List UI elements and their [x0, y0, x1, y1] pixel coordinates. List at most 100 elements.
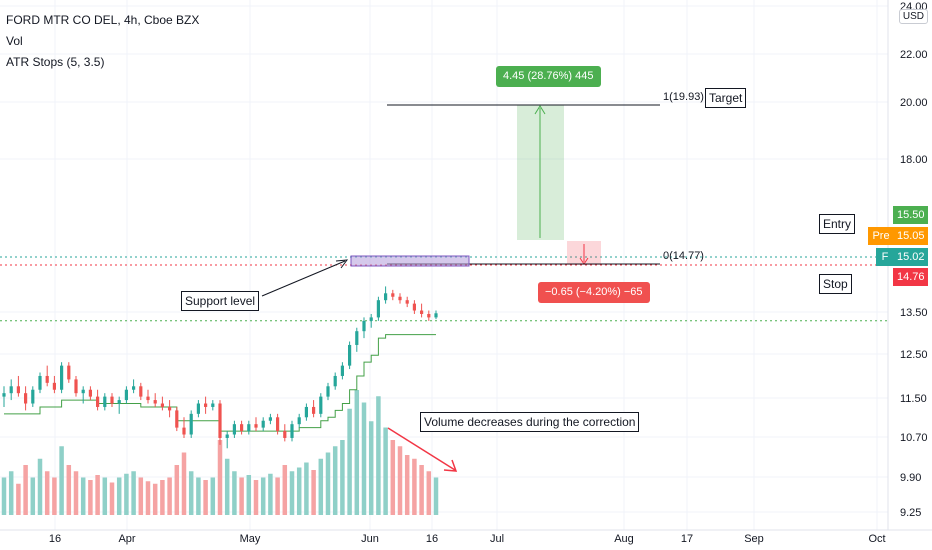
candle-body	[153, 400, 157, 404]
candle-body	[340, 365, 344, 376]
candle-body	[398, 296, 402, 301]
candle-body	[38, 375, 42, 390]
indicator-atr-label[interactable]: ATR Stops (5, 3.5)	[6, 55, 105, 69]
candle-body	[60, 365, 64, 390]
volume-bar	[275, 477, 280, 515]
volume-bar	[188, 471, 194, 515]
volume-bar	[1, 477, 7, 515]
volume-bar	[419, 465, 424, 515]
atr-stop-line	[4, 334, 436, 432]
candle-body	[276, 417, 280, 432]
candle-body	[312, 406, 316, 414]
indicator-vol-label[interactable]: Vol	[6, 34, 23, 48]
volume-bar	[210, 477, 216, 515]
candle-body	[31, 389, 35, 404]
volume-trend-arrow-line	[387, 427, 456, 471]
time-tick-label: 17	[681, 533, 693, 545]
candle-body	[240, 424, 244, 432]
time-tick-label: Oct	[868, 533, 885, 545]
price-tick-label: 13.50	[900, 307, 928, 319]
price-axis[interactable]: 24.0022.0020.0018.0013.5012.5011.5010.70…	[887, 0, 928, 530]
candle-body	[24, 393, 28, 404]
volume-bar	[318, 458, 324, 515]
volume-bar	[145, 481, 151, 515]
stop-label: Stop	[819, 274, 852, 294]
candle-body	[297, 417, 301, 425]
volume-bar	[23, 465, 28, 515]
volume-bar	[239, 477, 244, 515]
volume-bar	[167, 477, 172, 515]
candle-body	[420, 310, 424, 314]
volume-bar	[8, 471, 14, 515]
volume-bar	[404, 455, 410, 515]
volume-bar	[138, 477, 144, 515]
volume-bar	[44, 471, 50, 515]
candle-body	[268, 417, 272, 421]
candle-body	[67, 365, 71, 380]
candle-body	[2, 393, 6, 397]
atr-stop-path	[4, 334, 436, 432]
volume-bar	[59, 446, 64, 515]
candle-body	[391, 293, 395, 297]
volume-bar	[311, 470, 316, 515]
loss-badge: −0.65 (−4.20%) −65	[538, 282, 650, 303]
level-lines	[0, 256, 888, 322]
symbol-title[interactable]: FORD MTR CO DEL, 4h, Cboe BZX	[6, 13, 200, 27]
candle-body	[384, 293, 388, 301]
fib-bottom-label: 0(14.77)	[663, 250, 704, 262]
volume-bar	[73, 471, 79, 515]
volume-bar	[30, 477, 36, 515]
candlesticks	[2, 286, 438, 449]
time-tick-label: Jun	[361, 533, 379, 545]
volume-bar	[246, 475, 252, 515]
candle-body	[74, 379, 78, 394]
volume-bar	[332, 446, 338, 515]
candle-body	[319, 396, 323, 414]
volume-bar	[37, 458, 43, 515]
volume-bar	[174, 465, 180, 515]
volume-bar	[354, 390, 360, 515]
last-price-symbol: F	[876, 248, 894, 266]
candle-body	[160, 403, 164, 407]
time-tick-label: 16	[49, 533, 61, 545]
candle-body	[81, 389, 85, 394]
candle-body	[52, 382, 56, 390]
time-tick-label: May	[240, 533, 261, 545]
price-tick-label: 22.00	[900, 49, 928, 61]
volume-bar	[66, 465, 72, 515]
volume-bars	[1, 390, 439, 515]
candle-body	[211, 403, 215, 407]
volume-bar	[16, 483, 21, 515]
candle-body	[124, 389, 128, 401]
candle-body	[326, 386, 330, 397]
volume-bar	[268, 473, 273, 515]
support-level-label: Support level	[181, 291, 260, 311]
volume-bar	[217, 440, 223, 515]
volume-bar	[116, 477, 122, 515]
volume-bar	[383, 427, 388, 515]
volume-bar	[340, 440, 345, 515]
volume-bar	[368, 421, 374, 515]
target-label: Target	[705, 88, 747, 108]
candle-body	[139, 386, 143, 397]
volume-bar	[102, 477, 108, 515]
last-price-tag: 15.02	[893, 248, 928, 266]
profit-arrow-head	[534, 105, 546, 115]
price-tick-label: 11.50	[900, 393, 927, 405]
candle-body	[355, 331, 359, 345]
candle-body	[261, 420, 265, 428]
volume-bar	[390, 440, 396, 515]
pre-market-price-tag: 15.05	[893, 227, 928, 245]
volume-bar	[109, 482, 115, 515]
currency-badge[interactable]: USD	[898, 9, 928, 24]
candle-body	[434, 313, 438, 318]
volume-bar	[95, 475, 100, 515]
candle-body	[304, 406, 308, 418]
time-axis[interactable]: 16 Apr May Jun 16 Jul Aug 17 Sep Oct	[0, 529, 932, 545]
volume-bar	[232, 471, 237, 515]
candle-body	[218, 403, 222, 438]
candle-body	[204, 403, 208, 407]
drawings	[261, 104, 660, 472]
candle-body	[196, 403, 200, 414]
